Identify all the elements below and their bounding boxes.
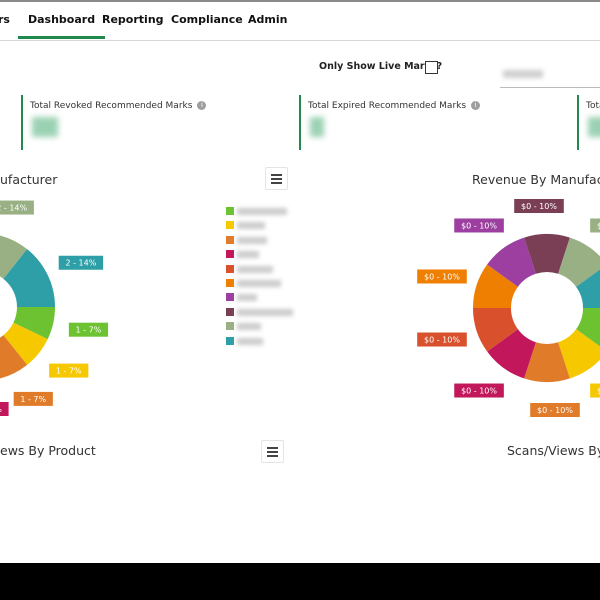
hamburger-line xyxy=(271,178,282,180)
kpi-title: Total Expired Recommended Marks xyxy=(308,101,467,111)
legend-swatch xyxy=(226,207,234,215)
date-value-blurred xyxy=(503,70,543,78)
kpi-value-blurred xyxy=(588,117,600,137)
scans-donut-data-label-box xyxy=(0,402,9,416)
scans-donut-slice[interactable] xyxy=(13,307,55,340)
tab-dashboard[interactable]: Dashboard xyxy=(17,13,106,39)
revenue-donut-data-label-box xyxy=(590,218,600,233)
legend-swatch xyxy=(226,336,234,345)
hamburger-icon xyxy=(271,174,282,176)
window-top-border xyxy=(0,0,600,2)
tab-partial[interactable]: rs xyxy=(0,13,10,26)
legend-swatch xyxy=(226,235,234,244)
chart-title-revenue-manufacturer: Revenue By Manufact xyxy=(472,172,600,187)
legend-label-blurred xyxy=(237,208,287,215)
revenue-donut-data-label: $0 - 10% xyxy=(424,272,460,281)
info-icon[interactable]: i xyxy=(471,101,481,110)
scans-donut-data-label-box xyxy=(13,391,53,406)
revenue-donut-slice[interactable] xyxy=(487,329,536,379)
scans-donut-data-label: 2 - 14% xyxy=(65,259,96,268)
revenue-donut-data-label-box xyxy=(590,383,600,398)
legend-swatch xyxy=(226,278,234,287)
revenue-donut-slice[interactable] xyxy=(487,237,536,287)
scans-donut-data-label: 1 - 7% xyxy=(76,326,102,335)
scans-donut-data-label: 1 - 7% xyxy=(20,395,46,404)
legend-label-blurred xyxy=(237,222,265,230)
scans-donut-data-label: 1 - 7% xyxy=(0,405,2,414)
revenue-donut-data-label: $0 - 10% xyxy=(537,406,573,415)
legend-label-blurred xyxy=(237,265,273,273)
scans-donut-data-label: 2 - 14% xyxy=(0,204,28,213)
revenue-donut-data-label: $0 - 10% xyxy=(461,221,497,230)
tab-compliance[interactable]: Compliance xyxy=(171,13,243,26)
chart-title-scans-manufacturer: ufacturer xyxy=(0,172,58,187)
scans-donut-slice[interactable] xyxy=(0,335,28,379)
date-range-input[interactable] xyxy=(500,62,600,88)
legend-swatch xyxy=(226,221,234,230)
legend-swatch xyxy=(226,322,234,331)
revenue-donut-data-label: $0 - 10% xyxy=(521,202,557,211)
scans-donut-data-label-box xyxy=(68,322,109,337)
kpi-expired: Total Expired Recommended Marks i xyxy=(299,95,568,150)
revenue-donut-data-label-box xyxy=(454,383,504,398)
legend-label-blurred xyxy=(237,308,293,316)
revenue-donut-slice[interactable] xyxy=(558,329,600,379)
scans-donut-slice[interactable] xyxy=(3,322,48,365)
revenue-donut-slice[interactable] xyxy=(524,342,570,382)
scans-donut-slice[interactable] xyxy=(0,233,28,279)
legend-label-blurred xyxy=(237,337,263,345)
main-nav: rs Dashboard Reporting Compliance Admin xyxy=(0,0,600,41)
scans-donut-data-label-box xyxy=(49,363,89,378)
revenue-donut-data-label: $0 - 10% xyxy=(597,221,600,230)
revenue-donut-data-label: $0 - 10% xyxy=(461,387,497,396)
revenue-donut-data-label: $0 - 10% xyxy=(597,387,600,396)
info-icon[interactable]: i xyxy=(197,101,207,110)
revenue-donut-data-label: $0 - 10% xyxy=(424,336,460,345)
legend-swatch xyxy=(226,307,234,316)
legend-label-blurred xyxy=(237,236,267,244)
revenue-donut-data-label-box xyxy=(454,218,504,233)
hamburger-icon xyxy=(267,447,278,449)
revenue-donut-slice[interactable] xyxy=(473,264,518,308)
revenue-donut-data-label-box xyxy=(417,269,467,284)
chart-menu-button[interactable] xyxy=(261,440,284,463)
chart-title-scans-other: Scans/Views By xyxy=(507,443,600,458)
revenue-donut-slice[interactable] xyxy=(576,265,600,308)
tab-admin[interactable]: Admin xyxy=(248,13,288,26)
legend-label-blurred xyxy=(237,279,281,287)
scans-donut-slice[interactable] xyxy=(3,249,55,307)
revenue-donut-slice[interactable] xyxy=(558,237,600,287)
kpi-title: Tota xyxy=(586,101,600,111)
hamburger-line xyxy=(271,182,282,184)
legend-swatch xyxy=(226,264,234,273)
kpi-value-blurred xyxy=(32,117,58,137)
scans-donut-data-label-box xyxy=(0,200,34,215)
chart-menu-button[interactable] xyxy=(265,167,288,190)
legend-swatch xyxy=(226,293,234,302)
revenue-donut-data-label-box xyxy=(514,199,564,213)
live-marks-checkbox[interactable] xyxy=(425,61,438,74)
chart-title-scans-product: ews By Product xyxy=(0,443,96,458)
hamburger-line xyxy=(267,451,278,453)
hamburger-line xyxy=(267,455,278,457)
revenue-donut-slice[interactable] xyxy=(576,308,600,351)
black-bar xyxy=(0,563,600,600)
legend-label-blurred xyxy=(237,294,257,302)
revenue-donut-slice[interactable] xyxy=(524,234,570,274)
scans-donut-data-label: 1 - 7% xyxy=(56,367,82,376)
tab-reporting[interactable]: Reporting xyxy=(102,13,164,26)
live-marks-label: Only Show Live Marks? xyxy=(319,61,443,72)
legend-swatch xyxy=(226,250,234,259)
revenue-donut-data-label-box xyxy=(530,403,580,417)
scans-donut-data-label-box xyxy=(58,255,104,270)
kpi-title: Total Revoked Recommended Marks xyxy=(30,101,193,111)
revenue-donut-data-label-box xyxy=(417,332,467,347)
kpi-revoked: Total Revoked Recommended Marks i xyxy=(21,95,290,150)
kpi-value-blurred xyxy=(310,117,324,137)
legend-label-blurred xyxy=(237,323,261,331)
revenue-donut-slice[interactable] xyxy=(473,308,518,352)
kpi-third: Tota xyxy=(577,95,600,150)
legend-label-blurred xyxy=(237,251,259,259)
